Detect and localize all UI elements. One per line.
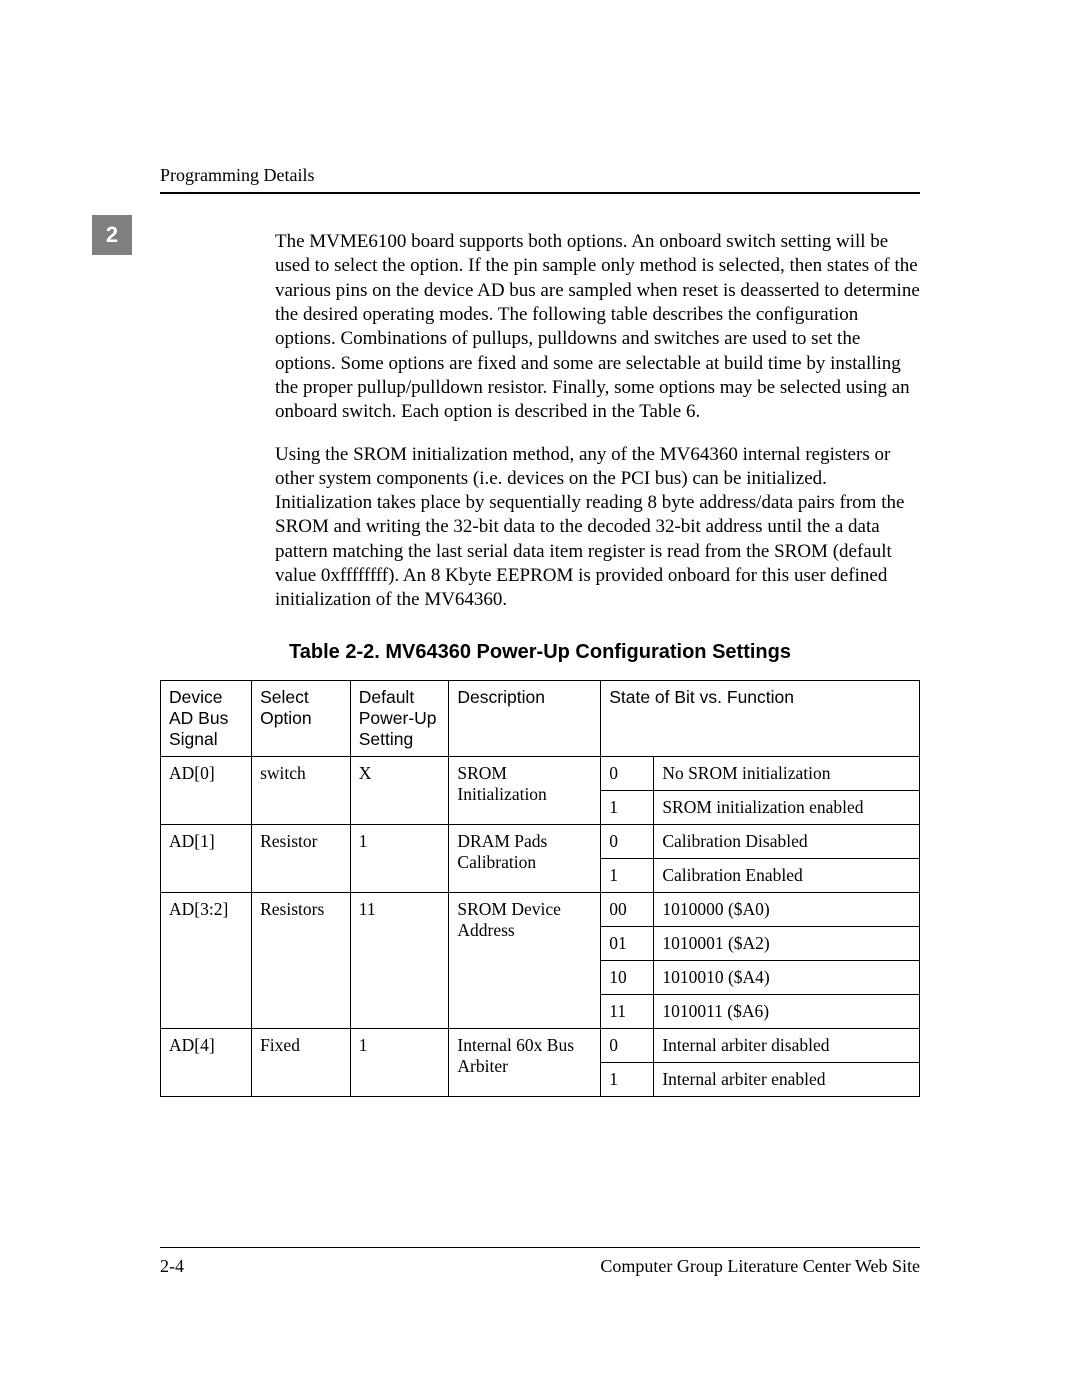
cell-function: No SROM initialization — [654, 756, 920, 790]
page: Programming Details 2 The MVME6100 board… — [0, 0, 1080, 1397]
cell-function: Calibration Enabled — [654, 858, 920, 892]
cell-signal: AD[1] — [161, 824, 252, 892]
table-row: AD[4]Fixed1Internal 60x Bus Arbiter0Inte… — [161, 1028, 920, 1062]
cell-select: Resistors — [252, 892, 351, 1028]
cell-default: 11 — [350, 892, 449, 1028]
cell-bit: 0 — [601, 1028, 654, 1062]
cell-function: 1010000 ($A0) — [654, 892, 920, 926]
col-select: Select Option — [252, 680, 351, 756]
cell-select: Fixed — [252, 1028, 351, 1096]
col-signal: Device AD Bus Signal — [161, 680, 252, 756]
cell-function: 1010011 ($A6) — [654, 994, 920, 1028]
table-row: AD[3:2]Resistors11SROM Device Address001… — [161, 892, 920, 926]
page-footer: 2-4 Computer Group Literature Center Web… — [160, 1247, 920, 1277]
body-text: The MVME6100 board supports both options… — [275, 230, 920, 613]
paragraph-1: The MVME6100 board supports both options… — [275, 230, 920, 425]
cell-function: Internal arbiter enabled — [654, 1062, 920, 1096]
cell-bit: 1 — [601, 790, 654, 824]
cell-default: 1 — [350, 1028, 449, 1096]
cell-function: SROM initialization enabled — [654, 790, 920, 824]
cell-description: SROM Device Address — [449, 892, 601, 1028]
cell-function: Calibration Disabled — [654, 824, 920, 858]
cell-signal: AD[0] — [161, 756, 252, 824]
cell-default: 1 — [350, 824, 449, 892]
cell-bit: 0 — [601, 756, 654, 790]
cell-signal: AD[4] — [161, 1028, 252, 1096]
footer-rule — [160, 1247, 920, 1248]
page-number: 2-4 — [160, 1256, 184, 1277]
cell-bit: 10 — [601, 960, 654, 994]
cell-signal: AD[3:2] — [161, 892, 252, 1028]
cell-bit: 00 — [601, 892, 654, 926]
table-head: Device AD Bus Signal Select Option Defau… — [161, 680, 920, 756]
cell-function: 1010010 ($A4) — [654, 960, 920, 994]
header-rule — [160, 192, 920, 194]
paragraph-2: Using the SROM initialization method, an… — [275, 443, 920, 613]
cell-description: SROM Initialization — [449, 756, 601, 824]
col-default: Default Power-Up Setting — [350, 680, 449, 756]
col-state-func: State of Bit vs. Function — [601, 680, 920, 756]
cell-description: Internal 60x Bus Arbiter — [449, 1028, 601, 1096]
cell-bit: 1 — [601, 1062, 654, 1096]
col-description: Description — [449, 680, 601, 756]
cell-select: switch — [252, 756, 351, 824]
table-row: AD[0]switchXSROM Initialization0No SROM … — [161, 756, 920, 790]
cell-default: X — [350, 756, 449, 824]
running-head: Programming Details — [160, 165, 920, 186]
config-table: Device AD Bus Signal Select Option Defau… — [160, 680, 920, 1097]
cell-bit: 1 — [601, 858, 654, 892]
cell-bit: 0 — [601, 824, 654, 858]
footer-site: Computer Group Literature Center Web Sit… — [600, 1256, 920, 1277]
footer-row: 2-4 Computer Group Literature Center Web… — [160, 1256, 920, 1277]
cell-bit: 11 — [601, 994, 654, 1028]
table-header-row: Device AD Bus Signal Select Option Defau… — [161, 680, 920, 756]
cell-function: 1010001 ($A2) — [654, 926, 920, 960]
cell-select: Resistor — [252, 824, 351, 892]
cell-function: Internal arbiter disabled — [654, 1028, 920, 1062]
cell-bit: 01 — [601, 926, 654, 960]
cell-description: DRAM Pads Calibration — [449, 824, 601, 892]
table-body: AD[0]switchXSROM Initialization0No SROM … — [161, 756, 920, 1096]
table-caption: Table 2-2. MV64360 Power-Up Configuratio… — [160, 641, 920, 664]
table-row: AD[1]Resistor1DRAM Pads Calibration0Cali… — [161, 824, 920, 858]
chapter-tab: 2 — [92, 215, 132, 255]
